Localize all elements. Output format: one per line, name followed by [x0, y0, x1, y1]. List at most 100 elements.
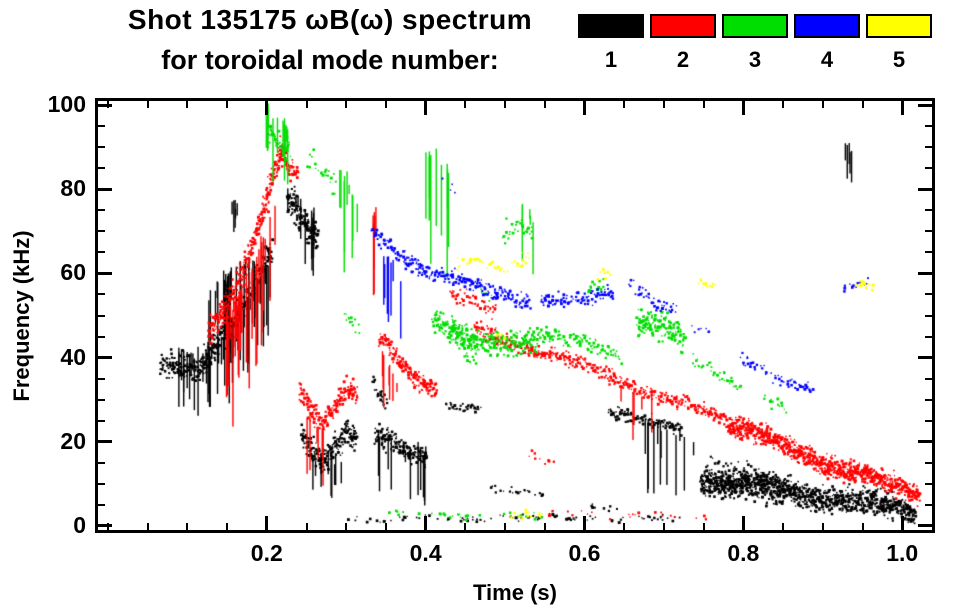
legend-swatch-2 — [650, 14, 716, 38]
legend-swatch-3 — [722, 14, 788, 38]
x-minor-tick-top — [504, 101, 507, 108]
y-minor-tick-right — [925, 419, 932, 422]
y-minor-tick-right — [925, 251, 932, 254]
x-minor-tick — [146, 523, 149, 530]
y-minor-tick — [98, 314, 105, 317]
x-minor-tick — [821, 523, 824, 530]
x-minor-tick — [702, 523, 705, 530]
x-minor-tick — [782, 523, 785, 530]
y-minor-tick-right — [925, 461, 932, 464]
legend-item-3: 3 — [722, 14, 788, 73]
y-minor-tick-right — [925, 335, 932, 338]
y-minor-tick-right — [925, 146, 932, 149]
legend-label: 3 — [748, 47, 762, 72]
x-minor-tick-top — [146, 101, 149, 108]
y-tick-label: 0 — [73, 511, 86, 538]
y-minor-tick — [98, 377, 105, 380]
y-minor-tick-right — [925, 167, 932, 170]
y-major-tick-right — [918, 356, 932, 360]
x-minor-tick-top — [821, 101, 824, 108]
y-minor-tick — [98, 503, 105, 506]
y-minor-tick-right — [925, 398, 932, 401]
y-major-tick-right — [918, 103, 932, 107]
x-minor-tick-top — [226, 101, 229, 108]
y-minor-tick — [98, 167, 105, 170]
x-major-tick-top — [900, 101, 904, 115]
y-tick-label: 100 — [47, 91, 86, 118]
x-major-tick-top — [583, 101, 586, 115]
y-minor-tick-right — [925, 314, 932, 317]
y-major-tick — [98, 187, 112, 191]
x-minor-tick-top — [464, 101, 467, 108]
y-minor-tick — [98, 146, 105, 149]
x-major-tick — [741, 516, 745, 530]
y-minor-tick — [98, 251, 105, 254]
x-tick-label: 0.6 — [568, 540, 601, 566]
y-major-tick-right — [918, 440, 932, 444]
legend-label: 5 — [892, 47, 906, 72]
x-major-tick — [424, 516, 428, 530]
legend-label: 1 — [604, 47, 618, 72]
y-minor-tick — [98, 482, 105, 485]
x-major-tick — [583, 516, 586, 530]
y-minor-tick — [98, 461, 105, 464]
legend: 1 2 3 4 5 — [578, 14, 932, 73]
x-tick-label: 1.0 — [886, 540, 919, 566]
y-tick-label: 40 — [60, 343, 86, 370]
y-minor-tick-right — [925, 503, 932, 506]
legend-label: 4 — [820, 47, 834, 72]
y-minor-tick — [98, 419, 105, 422]
chart-subtitle: for toroidal mode number: — [161, 45, 499, 75]
y-minor-tick-right — [925, 293, 932, 296]
y-major-tick-right — [918, 187, 932, 191]
y-major-tick — [98, 356, 112, 360]
x-major-tick — [265, 516, 269, 530]
y-major-tick — [98, 524, 112, 528]
x-minor-tick — [226, 523, 229, 530]
y-minor-tick — [98, 125, 105, 128]
x-major-tick — [900, 516, 904, 530]
y-minor-tick-right — [925, 209, 932, 212]
y-axis-label: Frequency (kHz) — [9, 229, 34, 402]
x-minor-tick — [504, 523, 507, 530]
y-major-tick — [98, 103, 112, 107]
y-tick-label: 20 — [60, 427, 86, 454]
x-minor-tick — [186, 523, 189, 530]
y-minor-tick — [98, 209, 105, 212]
legend-item-4: 4 — [794, 14, 860, 73]
y-minor-tick-right — [925, 377, 932, 380]
y-minor-tick — [98, 398, 105, 401]
y-major-tick-right — [918, 271, 932, 275]
y-major-tick — [98, 440, 112, 444]
legend-swatch-5 — [866, 14, 932, 38]
y-minor-tick-right — [925, 230, 932, 233]
x-minor-tick — [464, 523, 467, 530]
y-minor-tick — [98, 293, 105, 296]
x-minor-tick-top — [345, 101, 348, 108]
x-minor-tick-top — [782, 101, 785, 108]
legend-item-2: 2 — [650, 14, 716, 73]
x-major-tick-top — [424, 101, 428, 115]
x-minor-tick — [861, 523, 864, 530]
legend-item-1: 1 — [578, 14, 644, 73]
x-tick-label: 0.8 — [727, 540, 760, 566]
x-minor-tick-top — [623, 101, 626, 108]
x-minor-tick — [543, 523, 546, 530]
legend-swatch-4 — [794, 14, 860, 38]
x-minor-tick — [345, 523, 348, 530]
x-minor-tick-top — [186, 101, 189, 108]
legend-label: 2 — [676, 47, 690, 72]
x-tick-label: 0.4 — [409, 540, 442, 566]
y-major-tick — [98, 271, 112, 275]
y-major-tick-right — [918, 524, 932, 528]
chart-title: Shot 135175 ωB(ω) spectrum — [127, 4, 533, 35]
x-minor-tick-top — [384, 101, 387, 108]
spectrogram-canvas — [98, 101, 932, 530]
y-tick-label: 80 — [60, 175, 86, 202]
y-minor-tick-right — [925, 125, 932, 128]
x-minor-tick — [305, 523, 308, 530]
y-tick-label: 60 — [60, 259, 86, 286]
x-minor-tick-top — [305, 101, 308, 108]
chart-header: Shot 135175 ωB(ω) spectrum for toroidal … — [80, 4, 580, 76]
